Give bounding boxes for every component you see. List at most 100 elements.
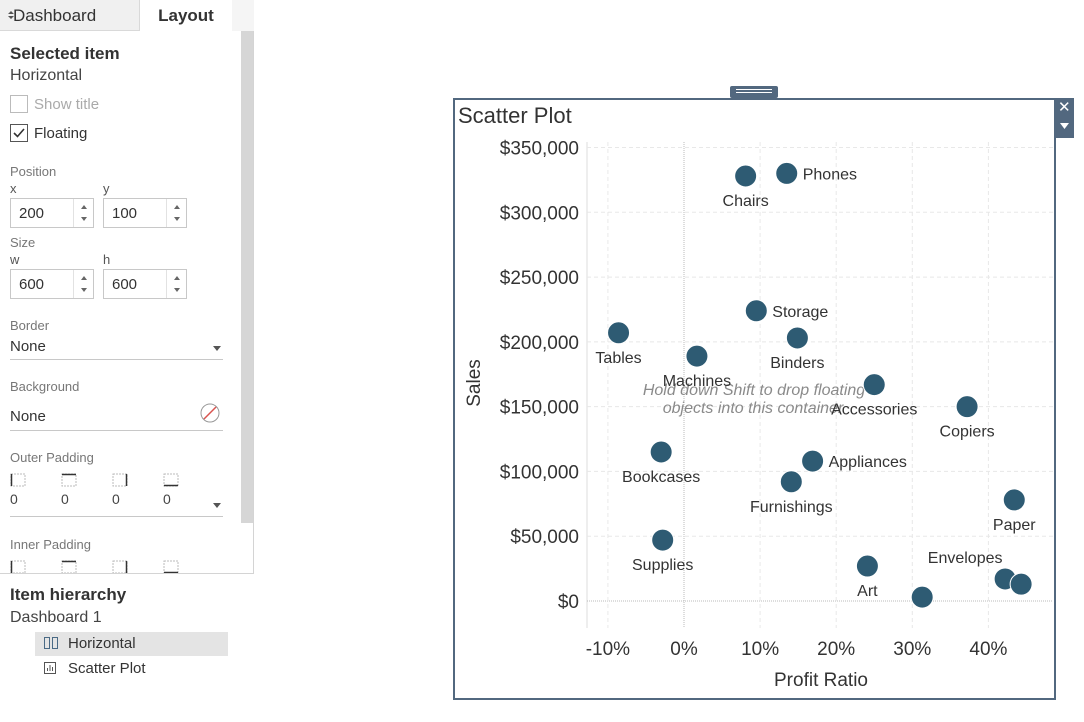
scatter-point[interactable] bbox=[651, 528, 675, 552]
inner-padding-left[interactable] bbox=[10, 560, 50, 573]
tab-dashboard[interactable]: Dashboard bbox=[0, 0, 140, 31]
inner-padding-top[interactable] bbox=[61, 560, 101, 573]
width-input[interactable]: 600 bbox=[10, 269, 94, 299]
background-value: None bbox=[10, 408, 46, 425]
x-tick-label: 30% bbox=[893, 639, 931, 660]
y-tick-label: $200,000 bbox=[500, 333, 579, 354]
position-label: Position bbox=[10, 164, 57, 179]
scatter-point[interactable] bbox=[910, 585, 934, 609]
hierarchy-item-label: Horizontal bbox=[68, 635, 136, 652]
x-stepper[interactable] bbox=[73, 199, 93, 227]
scatter-point[interactable] bbox=[649, 440, 673, 464]
sheet-chart-icon bbox=[44, 662, 56, 674]
outer-padding-top[interactable]: 0 bbox=[61, 473, 101, 507]
item-hierarchy-heading: Item hierarchy bbox=[10, 585, 127, 604]
inner-padding-bottom[interactable] bbox=[163, 560, 203, 573]
floating-checkbox[interactable] bbox=[10, 124, 28, 142]
scatter-chart[interactable]: $0 $50,000 $100,000 $150,000 $200,000 $250,00… bbox=[453, 98, 1056, 700]
outer-padding-bottom[interactable]: 0 bbox=[163, 473, 203, 507]
caret-down-icon[interactable] bbox=[1060, 123, 1069, 129]
width-value: 600 bbox=[19, 276, 45, 293]
scatter-point[interactable] bbox=[775, 161, 799, 185]
floating-horizontal-container[interactable] bbox=[453, 98, 1056, 700]
up-down-chevron-icon bbox=[8, 11, 14, 19]
outer-padding-right[interactable]: 0 bbox=[112, 473, 152, 507]
x-position-value: 200 bbox=[19, 205, 45, 222]
stepper-down-icon bbox=[174, 217, 180, 221]
inner-padding-right[interactable] bbox=[112, 560, 152, 573]
close-icon[interactable]: ✕ bbox=[1058, 99, 1071, 116]
point-label: Paper bbox=[993, 517, 1036, 534]
border-value: None bbox=[10, 338, 46, 355]
size-label: Size bbox=[10, 235, 36, 250]
point-label: Copiers bbox=[940, 424, 995, 441]
x-label: x bbox=[10, 181, 17, 196]
border-select[interactable]: None bbox=[10, 336, 223, 360]
hierarchy-root[interactable]: Dashboard 1 bbox=[10, 609, 102, 626]
hierarchy-item-horizontal[interactable]: Horizontal bbox=[35, 632, 228, 656]
outer-padding-label: Outer Padding bbox=[10, 450, 94, 465]
tab-layout[interactable]: Layout bbox=[140, 0, 232, 31]
checkmark-icon bbox=[13, 128, 25, 138]
width-stepper[interactable] bbox=[73, 270, 93, 298]
x-tick-label: -10% bbox=[586, 639, 630, 660]
background-select[interactable]: None bbox=[10, 403, 223, 431]
padding-top-icon bbox=[61, 473, 77, 487]
chart-ticks: $0 $50,000 $100,000 $150,000 $200,000 $250,00… bbox=[500, 139, 1008, 660]
background-label: Background bbox=[10, 379, 80, 394]
point-label: Machines bbox=[663, 373, 731, 390]
height-stepper[interactable] bbox=[166, 270, 186, 298]
outer-padding-left[interactable]: 0 bbox=[10, 473, 50, 507]
point-label: Chairs bbox=[723, 193, 769, 210]
scatter-point[interactable] bbox=[855, 554, 879, 578]
sheet-title: Scatter Plot bbox=[458, 103, 572, 128]
scatter-point[interactable] bbox=[734, 164, 758, 188]
y-stepper[interactable] bbox=[166, 199, 186, 227]
no-color-swatch-icon[interactable] bbox=[200, 403, 220, 423]
padding-left-icon bbox=[10, 560, 26, 573]
properties-scrollbar[interactable] bbox=[241, 31, 253, 523]
point-label: Tables bbox=[595, 350, 641, 367]
hierarchy-item-scatter-plot[interactable]: Scatter Plot bbox=[35, 657, 228, 681]
height-value: 600 bbox=[112, 276, 138, 293]
scatter-point[interactable] bbox=[1009, 572, 1033, 596]
stepper-up-icon bbox=[81, 276, 87, 280]
outer-padding-dropdown[interactable] bbox=[10, 493, 223, 517]
outer-padding-right-value: 0 bbox=[112, 491, 120, 507]
show-title-checkbox[interactable] bbox=[10, 95, 28, 113]
scatter-point[interactable] bbox=[779, 470, 803, 494]
scatter-point[interactable] bbox=[1002, 488, 1026, 512]
padding-bottom-icon bbox=[163, 560, 179, 573]
height-input[interactable]: 600 bbox=[103, 269, 187, 299]
padding-right-icon bbox=[112, 560, 128, 573]
scatter-point[interactable] bbox=[744, 299, 768, 323]
w-label: w bbox=[10, 252, 20, 267]
point-label: Phones bbox=[803, 166, 857, 183]
x-position-input[interactable]: 200 bbox=[10, 198, 94, 228]
layout-panel: Dashboard Layout Selected item Horizonta… bbox=[0, 0, 254, 722]
point-label: Storage bbox=[772, 304, 828, 321]
floating-container-drag-handle[interactable] bbox=[730, 86, 778, 98]
scatter-point[interactable] bbox=[801, 449, 825, 473]
y-tick-label: $350,000 bbox=[500, 139, 579, 160]
scatter-point[interactable] bbox=[862, 373, 886, 397]
padding-right-icon bbox=[112, 473, 128, 487]
x-axis-title: Profit Ratio bbox=[774, 670, 868, 691]
y-position-input[interactable]: 100 bbox=[103, 198, 187, 228]
point-label: Art bbox=[857, 583, 878, 600]
stepper-down-icon bbox=[174, 288, 180, 292]
scatter-point[interactable] bbox=[607, 321, 631, 345]
floating-label: Floating bbox=[34, 125, 88, 142]
horizontal-container-icon bbox=[44, 637, 58, 649]
scatter-point[interactable] bbox=[685, 344, 709, 368]
h-label: h bbox=[103, 252, 111, 267]
show-title-label: Show title bbox=[34, 96, 100, 113]
x-tick-label: 10% bbox=[741, 639, 779, 660]
y-axis-title: Sales bbox=[464, 359, 485, 407]
x-tick-label: 20% bbox=[817, 639, 855, 660]
scatter-point[interactable] bbox=[785, 326, 809, 350]
outer-padding-top-value: 0 bbox=[61, 491, 69, 507]
scatter-point[interactable] bbox=[955, 395, 979, 419]
pane-tab-bar: Dashboard Layout bbox=[0, 0, 254, 31]
selected-item-name: Horizontal bbox=[10, 67, 83, 84]
